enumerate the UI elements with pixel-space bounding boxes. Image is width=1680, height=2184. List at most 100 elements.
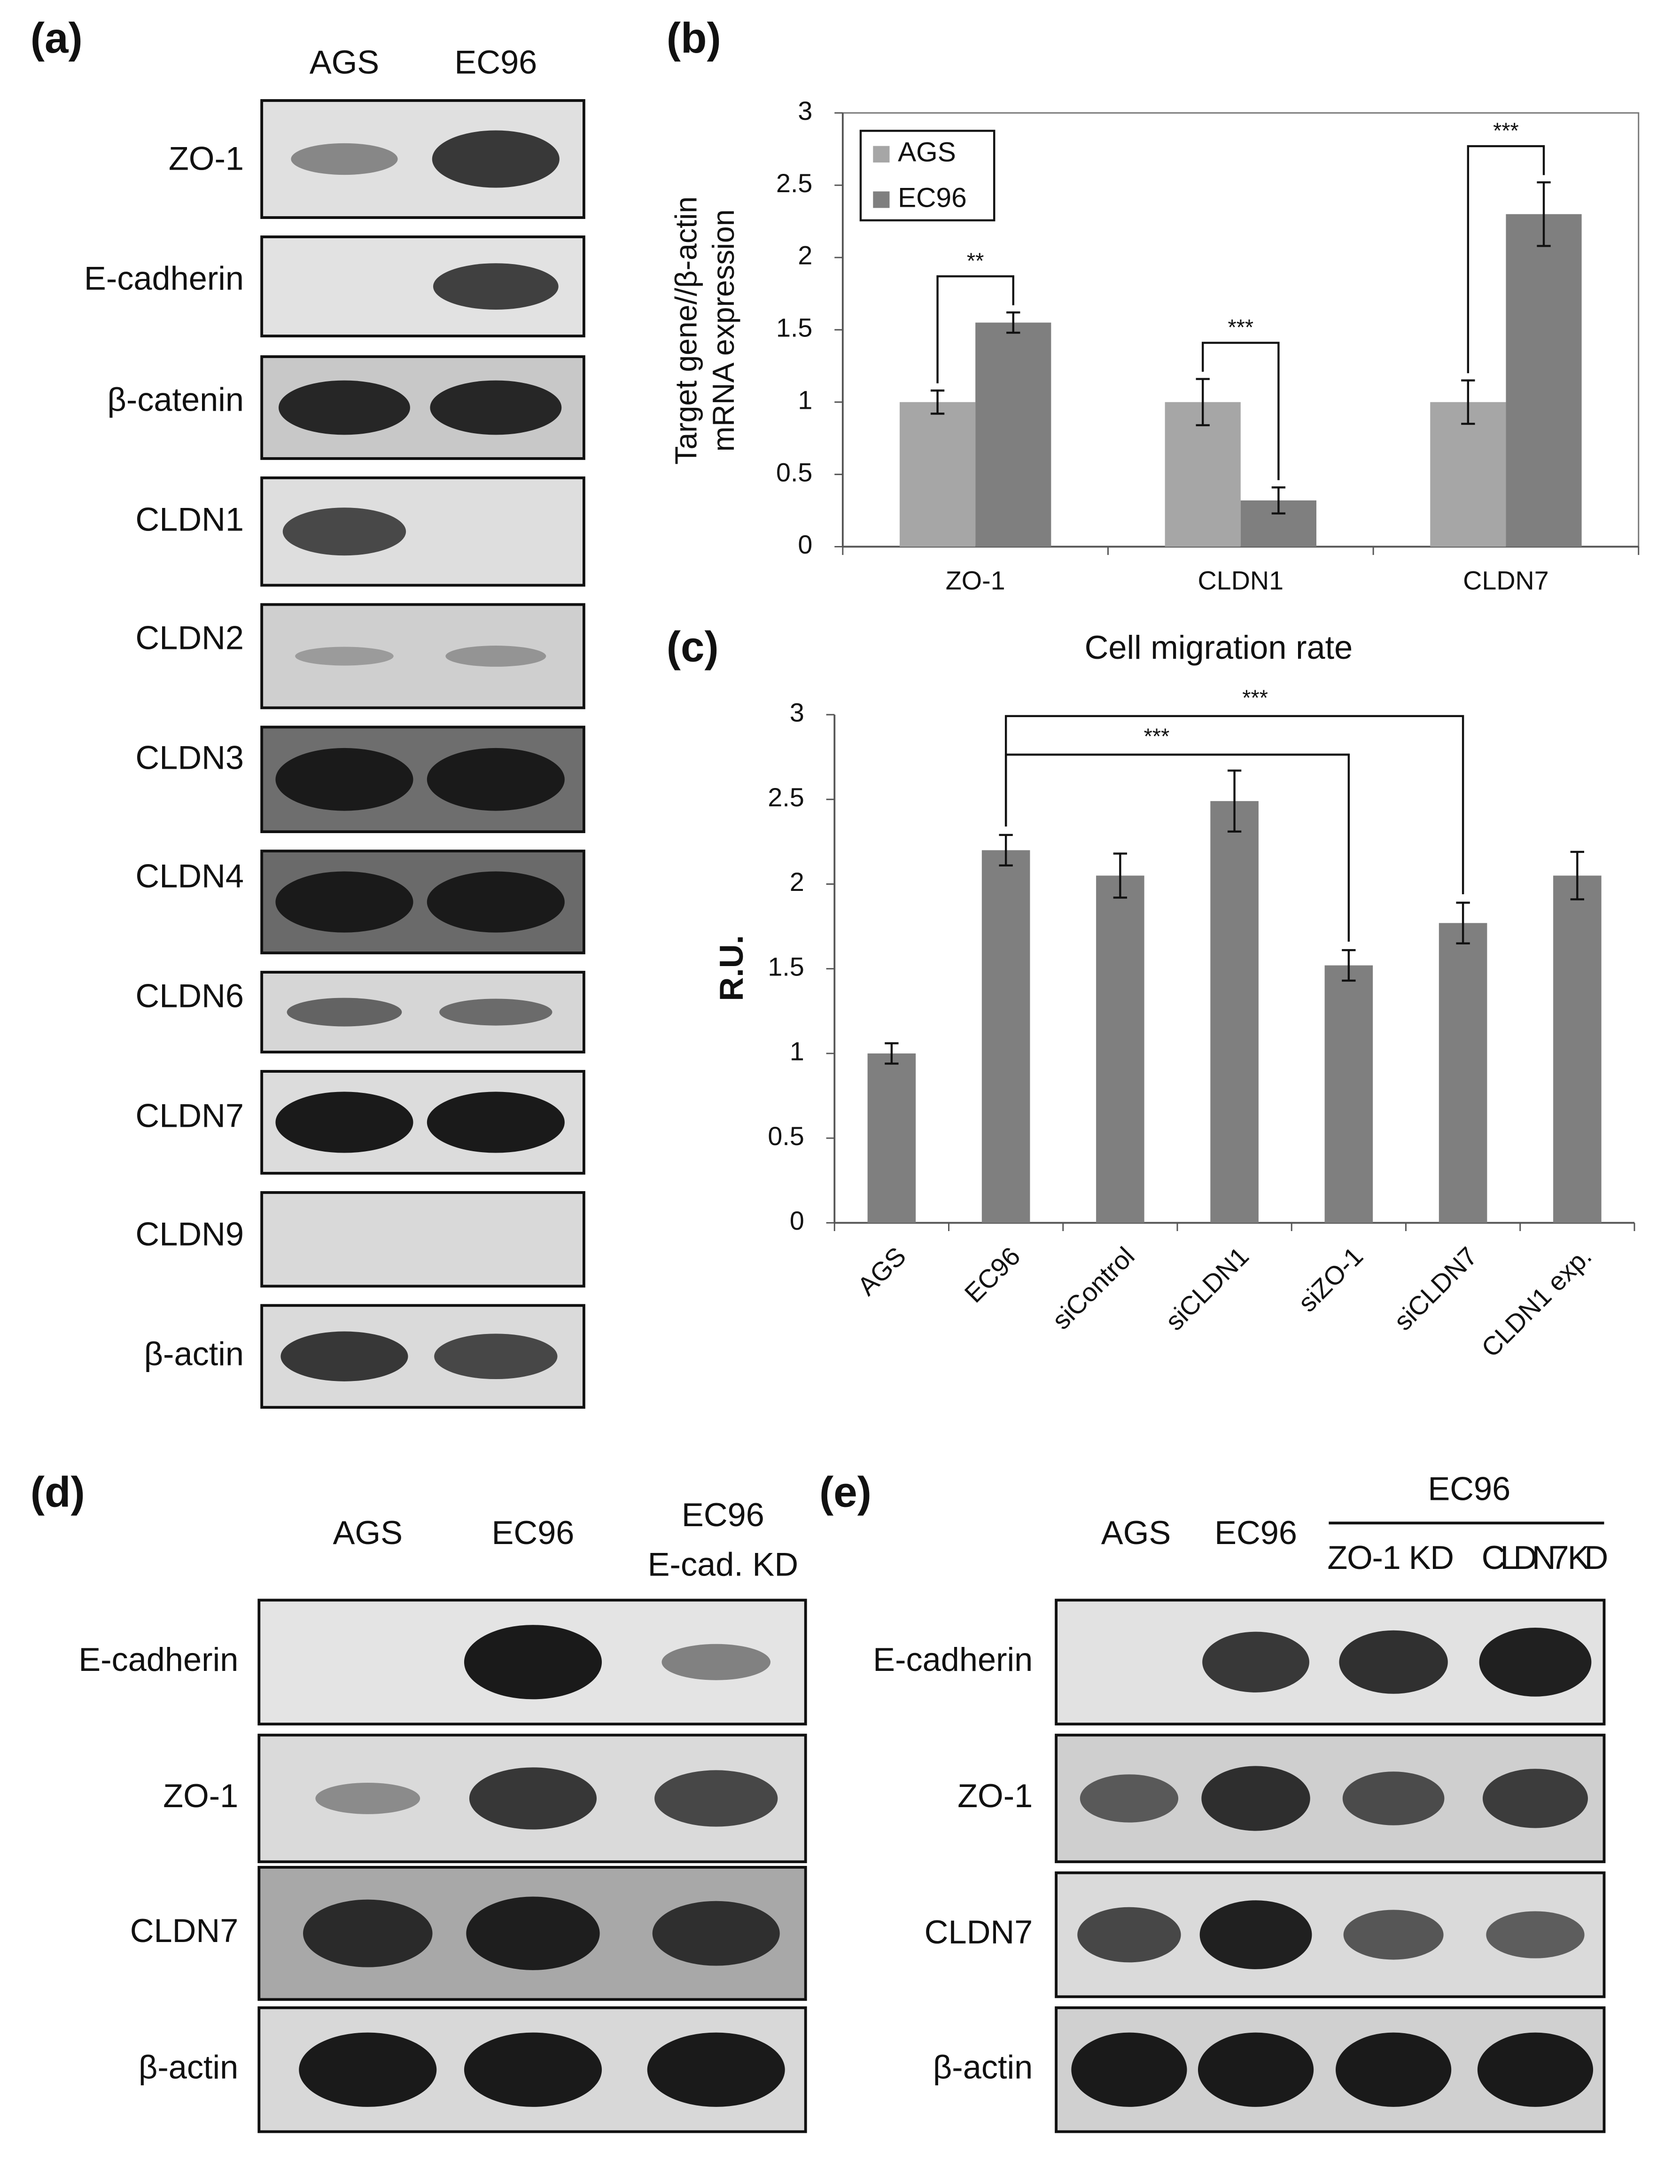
error-bar (1227, 769, 1242, 833)
row-label: CLDN1 (135, 500, 244, 538)
band (287, 998, 402, 1027)
error-bar (930, 389, 945, 415)
error-bar (1537, 181, 1551, 247)
row-label: CLDN6 (135, 977, 244, 1014)
y-tick-label: 1.5 (768, 952, 804, 981)
legend-swatch (873, 191, 890, 208)
row-label: E-cadherin (873, 1641, 1033, 1678)
bar (1210, 801, 1259, 1223)
panel-label: (e) (819, 1469, 871, 1516)
band (466, 1896, 600, 1970)
y-tick-label: 1 (790, 1037, 804, 1066)
error-bar (1570, 850, 1585, 901)
y-tick-label: 0 (790, 1206, 804, 1235)
bar (1439, 923, 1487, 1223)
band (1077, 1907, 1181, 1963)
band (1080, 1774, 1179, 1823)
error-bar (1342, 949, 1356, 982)
band (1482, 1769, 1588, 1828)
row-label: CLDN2 (135, 619, 244, 656)
band (464, 1625, 602, 1700)
band (1477, 2032, 1594, 2107)
y-tick-label: 2 (798, 241, 812, 270)
column-label: EC96 (1214, 1514, 1297, 1551)
row-label: CLDN7 (130, 1912, 239, 1949)
column-label: CLDN7 KD (1482, 1539, 1609, 1576)
row-label: E-cadherin (78, 1641, 238, 1678)
band (445, 646, 546, 667)
blot-box (260, 603, 585, 710)
band (464, 2032, 602, 2107)
bar (867, 1053, 916, 1223)
significance-bracket (936, 275, 1014, 383)
y-tick-label: 2 (790, 867, 804, 897)
legend-swatch (873, 146, 890, 163)
y-tick-label: 3 (798, 96, 812, 125)
bar (1553, 875, 1602, 1223)
band (282, 507, 406, 556)
y-tick-label: 2.5 (768, 783, 804, 812)
band (275, 748, 413, 811)
band (1202, 1631, 1309, 1693)
band (1201, 1766, 1310, 1831)
legend-label: EC96 (898, 182, 967, 213)
error-bar (999, 834, 1013, 867)
panel-label: (d) (31, 1469, 85, 1516)
band (439, 998, 552, 1026)
band (652, 1901, 780, 1966)
band (1339, 1630, 1448, 1694)
legend-label: AGS (898, 137, 956, 168)
error-bar (1113, 852, 1128, 899)
error-bar (1196, 378, 1210, 427)
error-bar (1006, 311, 1020, 334)
bar (1324, 965, 1373, 1223)
bar (981, 850, 1030, 1223)
column-label: AGS (333, 1514, 403, 1551)
column-label: EC96 (682, 1496, 764, 1533)
row-label: ZO-1 (163, 1777, 238, 1814)
band (1343, 1910, 1444, 1960)
band (295, 647, 394, 666)
y-tick-label: 1 (798, 385, 812, 414)
band (275, 1092, 413, 1153)
x-tick-label: ZO-1 (946, 566, 1005, 595)
y-tick-label: 1.5 (776, 313, 812, 343)
row-label: ZO-1 (169, 140, 244, 177)
band (427, 1092, 565, 1153)
band (280, 1331, 408, 1381)
band (303, 1899, 433, 1967)
band (299, 2032, 437, 2107)
error-bar (885, 1042, 899, 1065)
band (315, 1782, 420, 1814)
y-tick-label: 0.5 (768, 1122, 804, 1151)
band (434, 1334, 558, 1380)
bar (1096, 875, 1144, 1223)
band (275, 871, 413, 933)
band (654, 1770, 778, 1827)
band (1071, 2032, 1187, 2107)
significance-label: *** (1493, 118, 1519, 143)
row-label: β-actin (144, 1335, 244, 1372)
band (469, 1767, 597, 1830)
error-bar (1271, 486, 1286, 515)
band (647, 2032, 785, 2107)
panel-label: (c) (667, 623, 719, 671)
row-label: CLDN4 (135, 857, 244, 894)
band (430, 380, 562, 435)
band (427, 871, 565, 933)
band (291, 143, 398, 175)
row-label: ZO-1 (957, 1777, 1033, 1814)
x-tick-label: CLDN7 (1463, 566, 1549, 595)
row-label: β-actin (139, 2048, 238, 2085)
group-label: EC96 (1428, 1470, 1510, 1507)
row-label: E-cadherin (84, 259, 244, 296)
x-tick-label: CLDN1 (1198, 566, 1284, 595)
y-axis-label: mRNA expression (707, 209, 740, 452)
band (433, 263, 559, 310)
chart-title: Cell migration rate (1085, 629, 1353, 666)
y-axis-label: R.U. (713, 935, 750, 1001)
row-label: CLDN3 (135, 739, 244, 776)
y-axis-label: Target gene//β-actin (669, 196, 703, 465)
blot-box (260, 1191, 585, 1288)
